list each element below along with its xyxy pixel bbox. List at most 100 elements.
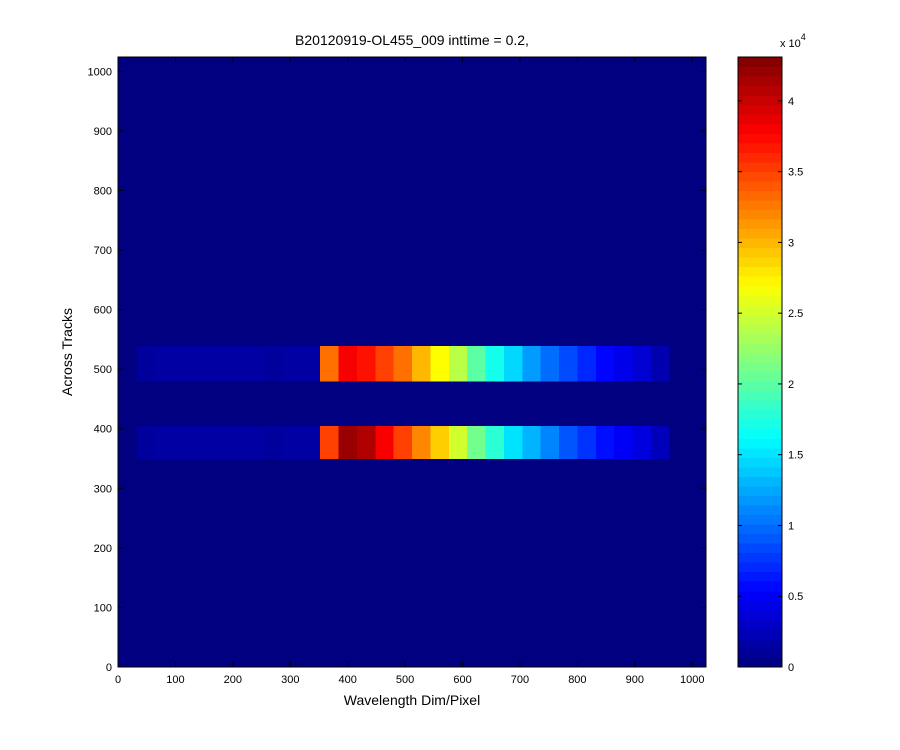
x-tick-label: 0 (115, 674, 121, 686)
heatmap-cell (448, 57, 468, 346)
heatmap-cell (356, 381, 376, 427)
heatmap-cell (154, 345, 174, 382)
heatmap-cell (430, 458, 450, 668)
colorbar-band (738, 647, 782, 658)
heatmap-cell (467, 57, 486, 346)
heatmap-cell (650, 381, 670, 427)
colorbar-band (738, 104, 782, 115)
colorbar-scale: x 104 (780, 32, 806, 50)
heatmap-cell (577, 345, 597, 382)
heatmap-cell (209, 425, 229, 460)
heatmap-cell (191, 458, 211, 668)
heatmap-cell (669, 381, 689, 427)
plot-frame (117, 56, 707, 668)
heatmap-cell (595, 57, 615, 346)
heatmap-cell (301, 458, 321, 668)
heatmap-cell (154, 57, 174, 346)
y-tick-label: 800 (94, 185, 112, 197)
colorbar-band (738, 219, 782, 230)
colorbar-band (738, 247, 782, 258)
heatmap-cell (503, 425, 523, 460)
y-tick-label: 1000 (88, 66, 112, 78)
heatmap-cell (687, 425, 707, 460)
x-tick-label: 200 (224, 674, 242, 686)
heatmap-cell (540, 425, 560, 460)
colorbar-tick-label: 2.5 (788, 308, 803, 320)
heatmap-cell (246, 345, 266, 382)
heatmap-cell (540, 57, 560, 346)
heatmap-cell (632, 345, 652, 382)
heatmap-cell (265, 381, 284, 427)
heatmap-cell (209, 458, 229, 668)
heatmap-cell (283, 345, 303, 382)
heatmap-cell (209, 57, 229, 346)
x-tick-label: 400 (339, 674, 357, 686)
colorbar-band (738, 114, 782, 125)
colorbar-tick-label: 1.5 (788, 450, 803, 462)
heatmap-cell (154, 381, 174, 427)
heatmap-cell (614, 381, 633, 427)
heatmap-cell (246, 425, 266, 460)
heatmap-cell (522, 458, 542, 668)
heatmap-cell (338, 345, 358, 382)
heatmap-cell (430, 345, 450, 382)
heatmap-cell (320, 425, 339, 460)
colorbar-tick-label: 1 (788, 520, 794, 532)
heatmap-cell (320, 458, 339, 668)
y-tick-label: 500 (94, 364, 112, 376)
colorbar-band (738, 295, 782, 306)
heatmap-cell (393, 458, 413, 668)
heatmap-cell (650, 425, 670, 460)
colorbar-band (738, 638, 782, 649)
heatmap-cell (136, 458, 156, 668)
heatmap-cell (650, 345, 670, 382)
heatmap-cell (301, 381, 321, 427)
x-tick-label: 1000 (680, 674, 704, 686)
heatmap-cell (503, 345, 523, 382)
colorbar-tick-label: 0 (788, 662, 794, 674)
heatmap-cell (228, 381, 248, 427)
heatmap-cell (522, 345, 542, 382)
heatmap-cell (375, 57, 395, 346)
heatmap-cell (577, 57, 597, 346)
heatmap-cell (467, 458, 486, 668)
heatmap-cell (393, 425, 413, 460)
heatmap-cell (375, 381, 395, 427)
y-tick-label: 700 (94, 245, 112, 257)
heatmap-cell (246, 381, 266, 427)
heatmap-cell (522, 57, 542, 346)
heatmap-cell (283, 425, 303, 460)
heatmap-cell (338, 425, 358, 460)
heatmap-cell (577, 425, 597, 460)
heatmap-cell (632, 57, 652, 346)
colorbar-band (738, 238, 782, 249)
colorbar-band (738, 171, 782, 182)
heatmap-cell (412, 381, 431, 427)
colorbar-band (738, 85, 782, 96)
heatmap-cell (173, 381, 192, 427)
colorbar-band (738, 457, 782, 468)
heatmap-cell (503, 458, 523, 668)
heatmap-cell (338, 381, 358, 427)
colorbar-band (738, 400, 782, 411)
heatmap-cell (356, 458, 376, 668)
heatmap-cell (393, 57, 413, 346)
colorbar-band (738, 524, 782, 535)
heatmap-cell (301, 57, 321, 346)
heatmap-cell (559, 381, 578, 427)
heatmap-cell (173, 458, 192, 668)
colorbar-band (738, 600, 782, 611)
colorbar-band (738, 381, 782, 392)
heatmap-cell (118, 345, 137, 382)
colorbar-band (738, 323, 782, 334)
heatmap-cell (173, 57, 192, 346)
colorbar-band (738, 95, 782, 106)
colorbar-band (738, 476, 782, 487)
chart-title: B20120919-OL455_009 inttime = 0.2, (295, 32, 529, 48)
heatmap-cell (448, 381, 468, 427)
colorbar-band (738, 428, 782, 439)
colorbar-band (738, 266, 782, 277)
colorbar-band (738, 76, 782, 87)
y-tick-label: 200 (94, 543, 112, 555)
colorbar-tick-label: 2 (788, 379, 794, 391)
